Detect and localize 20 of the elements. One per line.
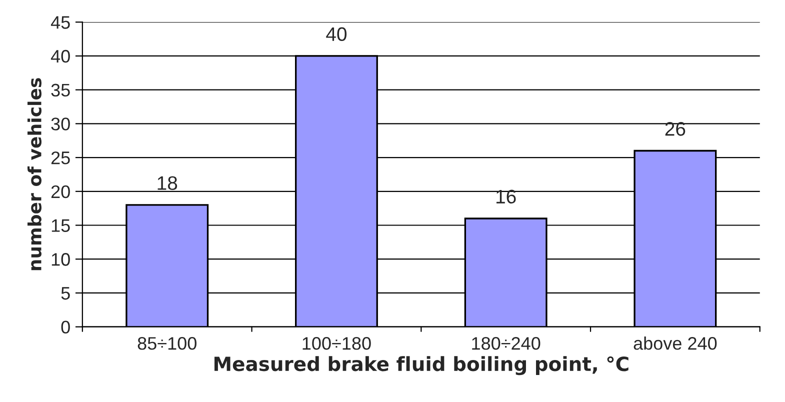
x-tick-label: 180÷240: [472, 337, 540, 350]
x-tick-label: above 240: [634, 336, 717, 350]
data-label: 18: [158, 176, 178, 190]
y-tick-label: 20: [51, 185, 70, 198]
y-tick-label: 5: [61, 287, 70, 300]
y-tick-label: 45: [50, 16, 70, 29]
data-label: 26: [665, 122, 686, 136]
y-tick-label: 30: [51, 118, 70, 130]
y-tick-label: 35: [51, 84, 70, 97]
x-tick-label: 100÷180: [302, 337, 371, 350]
x-tick-label: 85÷100: [138, 337, 196, 350]
data-label: 16: [496, 190, 516, 204]
y-tick-label: 25: [51, 151, 70, 164]
y-tick-label: 10: [52, 253, 70, 266]
y-tick-label: 40: [50, 50, 70, 63]
y-tick-label: 15: [52, 219, 70, 232]
y-tick-label: 0: [61, 320, 70, 334]
data-label: 40: [326, 27, 347, 42]
y-axis-title: number of vehicles: [28, 78, 42, 270]
x-axis-title: Measured brake fluid boiling point, °C: [214, 356, 628, 376]
